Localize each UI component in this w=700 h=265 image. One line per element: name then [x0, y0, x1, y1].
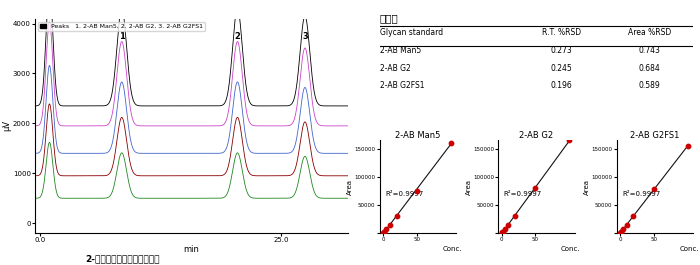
Point	[617, 227, 629, 231]
Point	[682, 144, 693, 148]
Y-axis label: Area: Area	[347, 179, 353, 195]
Text: 3: 3	[302, 32, 308, 41]
Y-axis label: Area: Area	[584, 179, 590, 195]
Text: 0.589: 0.589	[638, 81, 660, 90]
Text: 1: 1	[119, 32, 125, 41]
Text: 2: 2	[234, 32, 240, 41]
Point	[391, 214, 402, 218]
Text: 2-AB Man5: 2-AB Man5	[379, 46, 421, 55]
Text: R²=0.9997: R²=0.9997	[622, 191, 660, 197]
Text: 0.684: 0.684	[638, 64, 660, 73]
Text: 0.196: 0.196	[550, 81, 573, 90]
Title: 2-AB Man5: 2-AB Man5	[395, 131, 440, 140]
Point	[615, 230, 626, 235]
Text: 2-アミノベンズアミド化糖鎖: 2-アミノベンズアミド化糖鎖	[85, 254, 160, 263]
Y-axis label: μV: μV	[2, 120, 11, 131]
Point	[379, 229, 390, 234]
Point	[648, 187, 659, 192]
Point	[503, 223, 514, 227]
Y-axis label: Area: Area	[466, 179, 472, 195]
Point	[496, 231, 507, 235]
Point	[615, 231, 626, 235]
Point	[496, 230, 507, 235]
Text: 0.273: 0.273	[550, 46, 573, 55]
Point	[497, 229, 508, 234]
Point	[628, 214, 639, 218]
Text: R.T. %RSD: R.T. %RSD	[542, 28, 581, 37]
Text: 0.743: 0.743	[638, 46, 660, 55]
Point	[412, 189, 423, 193]
Point	[384, 223, 395, 227]
Text: Conc.: Conc.	[442, 246, 462, 252]
Point	[377, 231, 388, 235]
Point	[378, 230, 389, 235]
Text: 0.245: 0.245	[550, 64, 573, 73]
Legend: Peaks   1. 2-AB Man5, 2. 2-AB G2, 3. 2-AB G2FS1: Peaks 1. 2-AB Man5, 2. 2-AB G2, 3. 2-AB …	[38, 22, 205, 31]
X-axis label: min: min	[183, 245, 199, 254]
Point	[381, 227, 392, 231]
Text: 2-AB G2: 2-AB G2	[379, 64, 410, 73]
Point	[564, 138, 575, 143]
Text: Area %RSD: Area %RSD	[627, 28, 671, 37]
Point	[499, 227, 510, 231]
Text: 2-AB G2FS1: 2-AB G2FS1	[379, 81, 424, 90]
Point	[616, 229, 627, 234]
Point	[530, 186, 541, 190]
Title: 2-AB G2: 2-AB G2	[519, 131, 554, 140]
Text: Conc.: Conc.	[561, 246, 581, 252]
Title: 2-AB G2FS1: 2-AB G2FS1	[630, 131, 680, 140]
Text: Conc.: Conc.	[680, 246, 699, 252]
Point	[510, 214, 521, 218]
Point	[445, 141, 456, 145]
Text: R²=0.9997: R²=0.9997	[385, 191, 424, 197]
Point	[621, 223, 632, 227]
Text: R²=0.9997: R²=0.9997	[503, 191, 542, 197]
Text: 再現性: 再現性	[379, 13, 398, 23]
Text: Glycan standard: Glycan standard	[379, 28, 443, 37]
